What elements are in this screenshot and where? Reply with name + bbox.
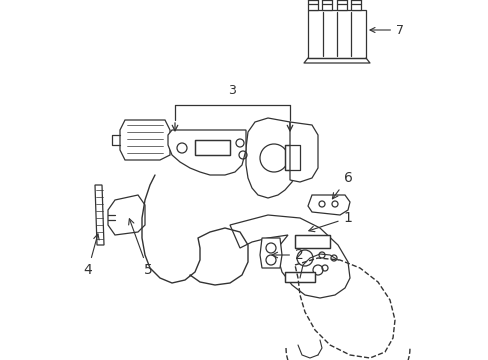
Polygon shape [285, 272, 314, 282]
Polygon shape [294, 235, 329, 248]
Polygon shape [108, 195, 145, 235]
Polygon shape [95, 185, 104, 245]
Polygon shape [168, 130, 245, 175]
Text: 6: 6 [332, 171, 352, 199]
Polygon shape [336, 0, 346, 10]
Text: 4: 4 [83, 234, 99, 277]
Text: 2: 2 [271, 248, 303, 262]
Text: 3: 3 [228, 84, 236, 97]
Text: 7: 7 [369, 23, 403, 36]
Polygon shape [321, 0, 331, 10]
Polygon shape [285, 145, 299, 170]
Polygon shape [120, 120, 170, 160]
Text: 1: 1 [308, 211, 352, 232]
Polygon shape [307, 10, 365, 58]
Text: 5: 5 [128, 219, 152, 277]
Polygon shape [307, 0, 317, 10]
Polygon shape [229, 215, 349, 298]
Circle shape [260, 144, 287, 172]
Polygon shape [260, 238, 282, 268]
Polygon shape [307, 195, 349, 215]
Polygon shape [289, 122, 317, 182]
Polygon shape [195, 140, 229, 155]
Polygon shape [245, 118, 299, 198]
Polygon shape [350, 0, 360, 10]
